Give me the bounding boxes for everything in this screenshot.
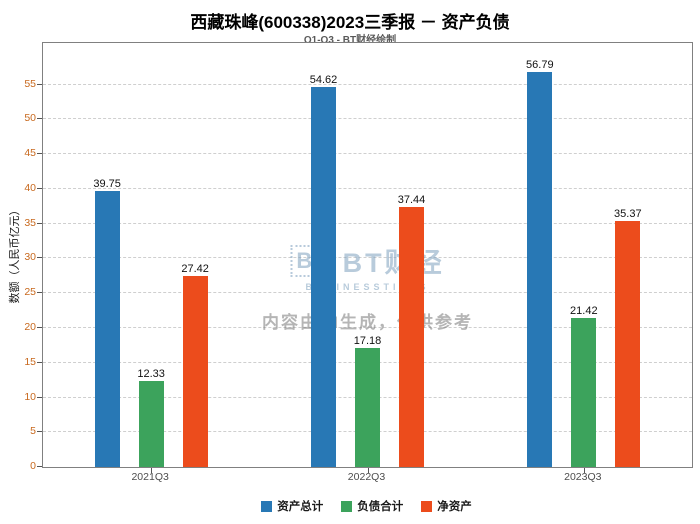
bar-column: 27.42: [181, 43, 209, 467]
gridline: [43, 222, 692, 224]
x-tick-mark: [583, 468, 585, 473]
y-tick-label: 35: [24, 216, 36, 229]
legend-swatch: [341, 500, 353, 512]
bar-column: 35.37: [614, 43, 642, 467]
gridline: [43, 292, 692, 294]
y-tick-mark: [37, 153, 42, 155]
y-tick-label: 50: [24, 112, 36, 125]
gridline: [43, 153, 692, 155]
y-tick-mark: [37, 466, 42, 467]
bar: [615, 221, 641, 467]
bar-value-label: 27.42: [181, 263, 209, 276]
y-tick-label: 0: [30, 460, 36, 472]
gridline: [43, 118, 692, 120]
bar-value-label: 54.62: [309, 74, 338, 87]
y-tick-mark: [37, 257, 42, 259]
x-tick-mark: [151, 468, 153, 473]
bar: [527, 72, 553, 467]
x-tick-label: 2023Q3: [564, 471, 602, 483]
bar: [310, 87, 336, 467]
bar-column: 56.79: [526, 43, 554, 467]
bar-value-label: 35.37: [614, 208, 642, 221]
gridline: [43, 326, 692, 328]
bar-value-label: 56.79: [526, 59, 554, 72]
y-tick-mark: [37, 396, 42, 398]
y-tick-mark: [37, 326, 42, 328]
bar: [138, 381, 164, 467]
legend: 资产总计 负债合计 净资产: [42, 498, 691, 514]
y-tick-label: 20: [24, 320, 36, 333]
bar-group: 39.75 12.33 27.42: [43, 43, 259, 467]
y-tick-mark: [37, 361, 42, 363]
legend-label: 净资产: [437, 501, 472, 513]
y-tick-label: 5: [30, 425, 36, 438]
legend-label: 负债合计: [357, 501, 404, 513]
y-tick-label: 25: [24, 286, 36, 299]
y-tick-mark: [37, 118, 42, 120]
legend-item: 资产总计: [261, 498, 323, 514]
bar-value-label: 37.44: [397, 193, 426, 206]
bar-column: 37.44: [397, 43, 426, 467]
y-tick-label: 45: [24, 147, 36, 160]
bar-column: 12.33: [137, 43, 165, 467]
legend-swatch: [421, 500, 433, 512]
y-tick-label: 40: [24, 181, 36, 194]
bar: [571, 318, 597, 467]
x-tick-mark: [367, 468, 369, 473]
x-tick-label: 2021Q3: [131, 471, 169, 483]
bar-value-label: 39.75: [93, 177, 121, 190]
y-tick-mark: [37, 83, 42, 85]
y-tick-mark: [37, 431, 42, 433]
gridline: [43, 187, 692, 189]
gridline: [43, 257, 692, 259]
legend-label: 资产总计: [277, 501, 324, 513]
chart-subtitle: Q1-Q3 - BT财经绘制: [303, 35, 397, 46]
bar: [182, 276, 208, 467]
y-tick-label: 10: [24, 390, 36, 403]
legend-swatch: [261, 500, 273, 512]
bar-value-label: 12.33: [137, 368, 165, 381]
x-tick-label: 2022Q3: [347, 471, 386, 483]
chart-title: 西藏珠峰(600338)2023三季报 － 资产负债: [190, 13, 510, 32]
x-axis-ticks: 2021Q3 2022Q3 2023Q3: [42, 471, 691, 483]
bar-group: 54.62 17.18 37.44: [259, 43, 475, 467]
bar: [398, 206, 424, 467]
y-tick-label: 15: [24, 355, 36, 368]
y-axis-ticks: 0 5 10 15 20 25 30 35 40 45 50 55: [0, 42, 40, 472]
bar-column: 54.62: [309, 43, 338, 467]
legend-item: 负债合计: [341, 498, 403, 514]
bar-column: 39.75: [93, 43, 121, 467]
bar-value-label: 17.18: [353, 334, 382, 347]
legend-item: 净资产: [421, 498, 472, 514]
bar-group: 56.79 21.42 35.37: [476, 43, 692, 467]
bar: [94, 190, 120, 467]
bar-groups: 39.75 12.33 27.42 54.62 17.18 37.44 56.79 21.42…: [43, 43, 692, 467]
y-tick-mark: [37, 292, 42, 294]
bar-value-label: 21.42: [570, 305, 598, 318]
y-tick-label: 55: [24, 77, 36, 90]
y-tick-mark: [37, 222, 42, 224]
bar-column: 21.42: [570, 43, 598, 467]
gridline: [43, 83, 692, 85]
plot-area: 39.75 12.33 27.42 54.62 17.18 37.44 56.79 21.42…: [37, 42, 693, 473]
bar-column: 17.18: [353, 43, 382, 467]
y-tick-mark: [37, 187, 42, 189]
bar: [354, 347, 380, 467]
y-tick-label: 30: [24, 251, 36, 264]
